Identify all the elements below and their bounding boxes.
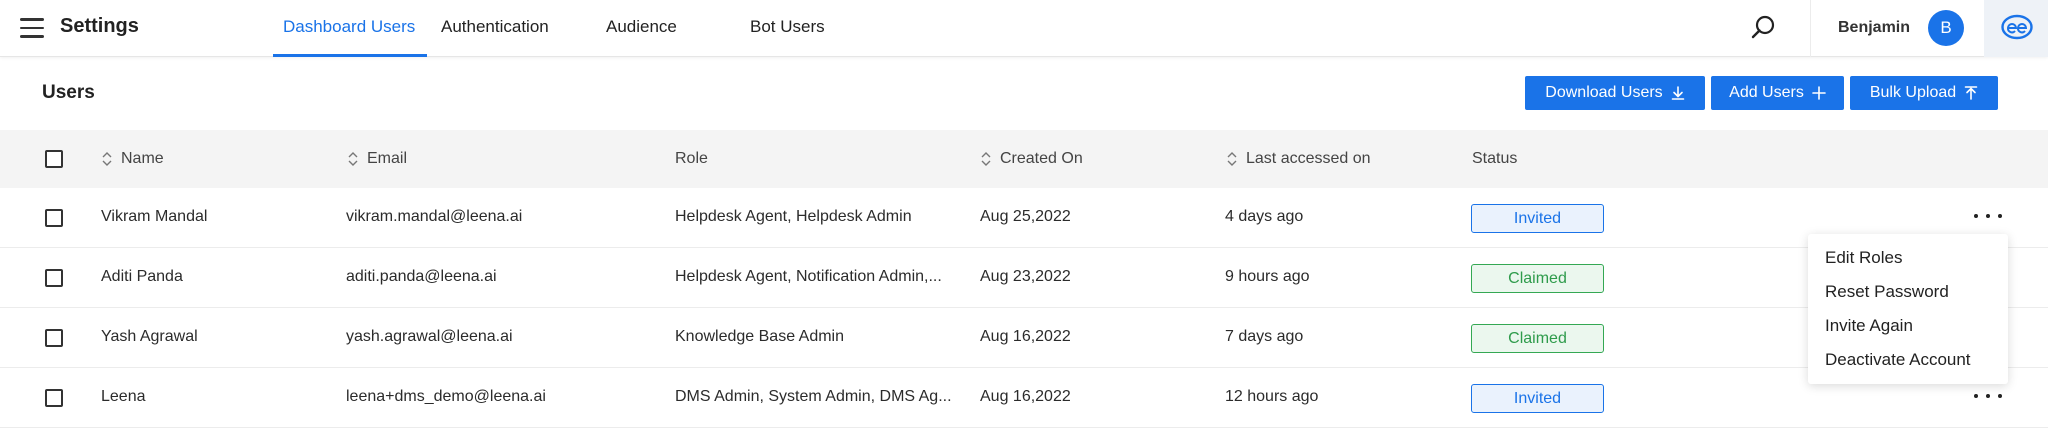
- tab-audience[interactable]: Audience: [606, 17, 677, 36]
- menu-item-invite-again[interactable]: Invite Again: [1825, 316, 1913, 335]
- row-email: yash.agrawal@leena.ai: [346, 328, 513, 345]
- row-name: Aditi Panda: [101, 268, 183, 285]
- status-badge: Invited: [1471, 384, 1604, 413]
- row-last-accessed: 7 days ago: [1225, 328, 1304, 345]
- column-last-accessed[interactable]: Last accessed on: [1226, 150, 1371, 168]
- table-header: Name Email Role Created On Last accessed…: [0, 130, 2048, 188]
- avatar[interactable]: B: [1928, 10, 1964, 46]
- header-divider: [1810, 0, 1811, 57]
- page-title: Users: [42, 82, 95, 103]
- user-name: Benjamin: [1838, 19, 1911, 36]
- status-badge: Claimed: [1471, 264, 1604, 293]
- brand-logo[interactable]: [2001, 14, 2033, 40]
- row-checkbox[interactable]: [45, 329, 63, 347]
- row-name: Yash Agrawal: [101, 328, 198, 345]
- select-all-checkbox[interactable]: [45, 150, 63, 168]
- row-created-on: Aug 16,2022: [980, 388, 1071, 405]
- row-email: leena+dms_demo@leena.ai: [346, 388, 546, 405]
- row-checkbox[interactable]: [45, 269, 63, 287]
- column-status: Status: [1472, 150, 1517, 168]
- column-created-on[interactable]: Created On: [980, 150, 1083, 168]
- row-checkbox[interactable]: [45, 209, 63, 227]
- column-created-on-label: Created On: [1000, 150, 1083, 167]
- menu-icon[interactable]: [20, 18, 44, 38]
- brand-area: [1984, 0, 2048, 57]
- row-checkbox[interactable]: [45, 389, 63, 407]
- status-badge: Claimed: [1471, 324, 1604, 353]
- app-title: Settings: [60, 15, 139, 37]
- download-icon: [1671, 86, 1684, 100]
- active-tab-indicator: [273, 54, 427, 57]
- column-status-label: Status: [1472, 150, 1518, 167]
- menu-item-reset-password[interactable]: Reset Password: [1825, 282, 1949, 301]
- top-bar: Settings Dashboard Users Authentication …: [0, 0, 2048, 57]
- more-icon[interactable]: [1974, 204, 2002, 228]
- download-users-button[interactable]: Download Users: [1525, 76, 1705, 110]
- row-created-on: Aug 25,2022: [980, 208, 1071, 225]
- table-row[interactable]: Aditi Panda aditi.panda@leena.ai Helpdes…: [0, 248, 2048, 308]
- bulk-upload-label: Bulk Upload: [1869, 84, 1957, 101]
- table-row[interactable]: Leena leena+dms_demo@leena.ai DMS Admin,…: [0, 368, 2048, 428]
- sort-icon: [102, 152, 112, 166]
- add-users-label: Add Users: [1729, 84, 1804, 101]
- row-last-accessed: 9 hours ago: [1225, 268, 1310, 285]
- row-email: aditi.panda@leena.ai: [346, 268, 497, 285]
- bulk-upload-button[interactable]: Bulk Upload: [1850, 76, 1998, 110]
- row-created-on: Aug 16,2022: [980, 328, 1071, 345]
- download-users-label: Download Users: [1545, 84, 1663, 101]
- row-email: vikram.mandal@leena.ai: [346, 208, 523, 225]
- menu-item-edit-roles[interactable]: Edit Roles: [1825, 248, 1903, 267]
- row-name: Leena: [101, 388, 146, 405]
- column-name-label: Name: [121, 150, 164, 167]
- menu-item-deactivate-account[interactable]: Deactivate Account: [1825, 350, 1971, 369]
- sort-icon: [348, 152, 358, 166]
- column-email[interactable]: Email: [347, 150, 407, 168]
- row-role: Helpdesk Agent, Notification Admin,...: [675, 268, 942, 285]
- tab-authentication[interactable]: Authentication: [441, 17, 549, 36]
- plus-icon: [1812, 86, 1826, 100]
- add-users-button[interactable]: Add Users: [1711, 76, 1844, 110]
- row-last-accessed: 12 hours ago: [1225, 388, 1319, 405]
- table-row[interactable]: Yash Agrawal yash.agrawal@leena.ai Knowl…: [0, 308, 2048, 368]
- search-icon[interactable]: [1750, 14, 1776, 40]
- upload-icon: [1964, 86, 1978, 100]
- table-row[interactable]: Vikram Mandal vikram.mandal@leena.ai Hel…: [0, 188, 2048, 248]
- column-role: Role: [675, 150, 708, 168]
- column-last-accessed-label: Last accessed on: [1246, 150, 1371, 167]
- row-created-on: Aug 23,2022: [980, 268, 1071, 285]
- column-role-label: Role: [675, 150, 708, 167]
- tab-dashboard-users[interactable]: Dashboard Users: [283, 17, 416, 36]
- column-email-label: Email: [367, 150, 408, 167]
- row-role: Knowledge Base Admin: [675, 328, 844, 345]
- sort-icon: [1227, 152, 1237, 166]
- more-icon[interactable]: [1974, 384, 2002, 408]
- tab-bot-users[interactable]: Bot Users: [750, 17, 825, 36]
- sort-icon: [981, 152, 991, 166]
- row-role: DMS Admin, System Admin, DMS Ag...: [675, 388, 952, 405]
- row-name: Vikram Mandal: [101, 208, 208, 225]
- status-badge: Invited: [1471, 204, 1604, 233]
- row-role: Helpdesk Agent, Helpdesk Admin: [675, 208, 912, 225]
- row-action-menu: Edit Roles Reset Password Invite Again D…: [1808, 234, 2008, 384]
- column-name[interactable]: Name: [101, 150, 164, 168]
- row-last-accessed: 4 days ago: [1225, 208, 1304, 225]
